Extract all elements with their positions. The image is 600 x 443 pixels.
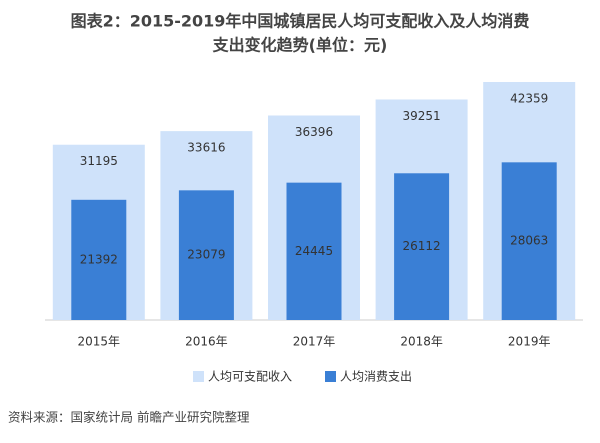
x-tick-label: 2015年	[78, 335, 121, 349]
legend-swatch	[325, 371, 336, 382]
value-label: 33616	[187, 141, 225, 155]
value-label: 36396	[295, 125, 333, 139]
value-label: 24445	[295, 244, 333, 258]
legend-label: 人均消费支出	[340, 370, 412, 384]
value-label: 28063	[510, 234, 548, 248]
chart-title: 支出变化趋势(单位：元)	[212, 36, 388, 55]
value-label: 23079	[187, 248, 225, 262]
value-label: 26112	[403, 239, 441, 253]
bar	[178, 190, 234, 320]
x-tick-label: 2019年	[508, 335, 551, 349]
x-tick-label: 2017年	[293, 335, 336, 349]
value-label: 31195	[80, 154, 118, 168]
legend-label: 人均可支配收入	[208, 370, 292, 384]
value-label: 42359	[510, 92, 548, 106]
legend-swatch	[193, 371, 204, 382]
chart-title: 图表2：2015-2019年中国城镇居民人均可支配收入及人均消费	[71, 12, 530, 31]
bar	[394, 173, 450, 320]
x-tick-label: 2016年	[185, 335, 228, 349]
source: 资料来源：国家统计局 前瞻产业研究院整理	[8, 410, 250, 425]
bar	[71, 199, 127, 320]
value-label: 39251	[403, 109, 441, 123]
value-label: 21392	[80, 252, 118, 266]
bar	[286, 182, 342, 320]
bar	[501, 162, 557, 320]
x-tick-label: 2018年	[400, 335, 443, 349]
